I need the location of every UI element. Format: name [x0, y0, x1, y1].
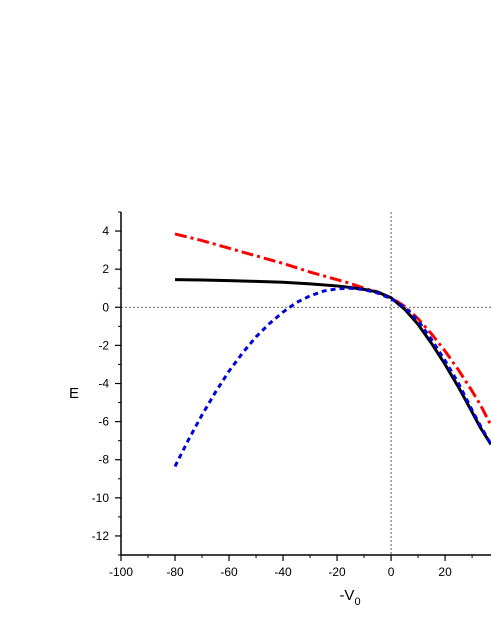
x-tick-label: -100 — [109, 565, 133, 579]
y-tick-label: 2 — [102, 262, 109, 276]
series-layer — [173, 232, 491, 468]
y-tick-label: -6 — [98, 415, 109, 429]
series-line-dashed — [173, 286, 491, 468]
y-tick-label: -12 — [92, 529, 110, 543]
x-tick-label: -40 — [274, 565, 292, 579]
y-axis-title: E — [69, 385, 79, 402]
y-tick-label: -4 — [98, 377, 109, 391]
y-tick-label: -8 — [98, 453, 109, 467]
x-axis-title-main: -V — [339, 587, 354, 604]
x-tick-label: 20 — [438, 565, 452, 579]
x-tick-label: 0 — [388, 565, 395, 579]
x-axis-title: -V0 — [339, 587, 360, 608]
y-tick-label: -2 — [98, 338, 109, 352]
x-tick-label: -20 — [328, 565, 346, 579]
y-tick-label: 0 — [102, 300, 109, 314]
reference-lines — [121, 212, 491, 555]
y-tick-label: -10 — [92, 491, 110, 505]
x-axis-title-subscript: 0 — [354, 596, 360, 608]
x-tick-label: -80 — [166, 565, 184, 579]
y-tick-label: 4 — [102, 224, 109, 238]
x-ticks: -100 -80 -60 -40 -20 0 20 — [109, 555, 473, 579]
x-tick-label: -60 — [220, 565, 238, 579]
y-ticks: 4 2 0 -2 -4 -6 -8 -10 -12 — [92, 211, 121, 556]
